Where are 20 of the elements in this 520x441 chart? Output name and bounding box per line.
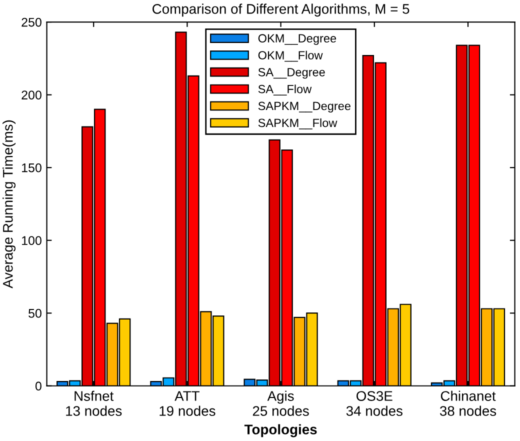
- x-axis-title: Topologies: [244, 424, 317, 438]
- y-axis-title: Average Running Time(ms): [2, 120, 16, 288]
- legend-label: SA__Degree: [258, 68, 325, 79]
- y-tick-label: 200: [22, 90, 42, 100]
- x-tick-label: ATT 19 nodes: [160, 391, 216, 416]
- y-tick-label: 250: [22, 18, 42, 27]
- x-tick-label: Agis 25 nodes: [252, 390, 309, 416]
- legend-label: SA__Flow: [258, 84, 312, 96]
- legend-label: OKM__Degree: [258, 34, 336, 45]
- y-tick-label: 50: [28, 308, 42, 318]
- y-tick-label: 100: [22, 236, 42, 245]
- legend-label: SAPKM__Degree: [258, 102, 350, 112]
- x-tick-label: OS3E 34 nodes: [346, 391, 402, 416]
- y-tick-label: 150: [22, 163, 42, 172]
- legend-label: SAPKM__Flow: [258, 118, 338, 130]
- y-tick-label: 0: [35, 382, 42, 391]
- legend-label: OKM__Flow: [258, 50, 323, 62]
- x-tick-label: Chinanet 38 nodes: [440, 390, 496, 416]
- x-tick-label: Nsfnet 13 nodes: [66, 390, 122, 416]
- chart-title: Comparison of Different Algorithms, M = 5: [152, 4, 410, 17]
